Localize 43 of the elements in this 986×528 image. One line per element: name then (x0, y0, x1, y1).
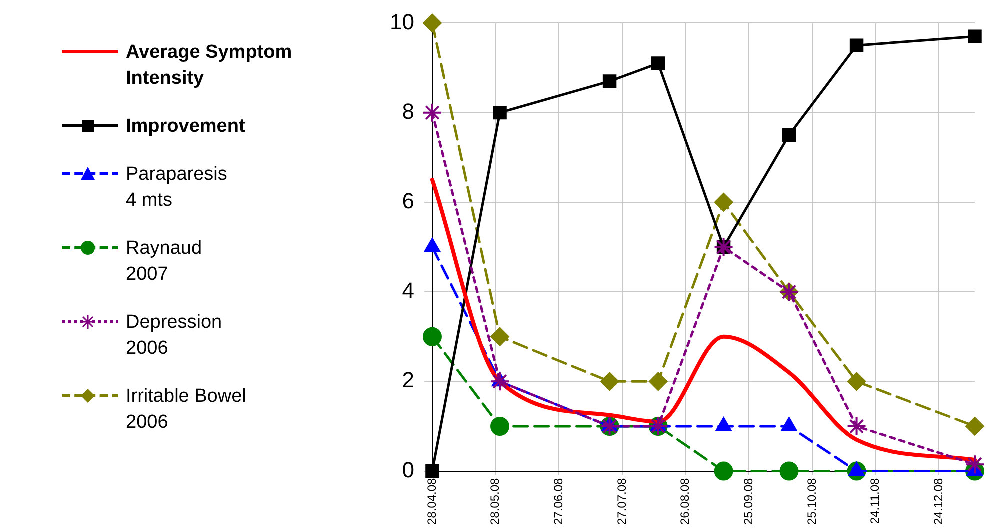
point (490, 372, 510, 392)
legend-label: Irritable Bowel 2006 (126, 385, 246, 435)
x-tick-label: 27.07.08 (614, 478, 629, 526)
y-tick-label: 6 (402, 188, 414, 214)
point (782, 128, 796, 142)
x-tick-label: 27.06.08 (551, 478, 566, 526)
point (651, 56, 666, 70)
point (847, 372, 866, 392)
point (426, 464, 440, 478)
point (846, 416, 867, 436)
point (490, 416, 510, 436)
y-tick-label: 4 (402, 278, 414, 304)
legend-label: Raynaud 2007 (126, 237, 202, 287)
point (422, 327, 442, 346)
x-tick-label: 28.04.08 (424, 478, 439, 526)
legend-label: Improvement (126, 115, 246, 139)
point (780, 462, 799, 481)
point (714, 192, 734, 212)
y-tick-label: 8 (402, 98, 414, 124)
x-tick-label: 24.12.08 (931, 478, 946, 526)
point (493, 106, 507, 120)
legend-label: Paraparesis 4 mts (126, 163, 228, 213)
point (968, 30, 982, 44)
y-tick-label: 2 (402, 368, 414, 393)
x-tick-label: 26.08.08 (678, 478, 692, 526)
point (602, 74, 617, 88)
point (965, 454, 985, 475)
point (648, 372, 668, 392)
point (490, 327, 510, 346)
point (422, 14, 442, 33)
x-tick-label: 24.11.08 (868, 478, 882, 524)
x-tick-label: 25.10.08 (804, 478, 819, 526)
x-tick-label: 28.05.08 (488, 478, 502, 526)
y-tick-label: 10 (390, 9, 414, 34)
point (966, 416, 984, 436)
point (850, 38, 864, 52)
legend-label: Average Symptom Intensity (126, 41, 292, 91)
legend-label: Depression 2006 (126, 311, 222, 361)
y-tick-label: 0 (402, 457, 414, 482)
point (422, 102, 442, 123)
x-tick-label: 25.09.08 (741, 478, 756, 526)
point (714, 462, 734, 481)
point (600, 372, 620, 392)
